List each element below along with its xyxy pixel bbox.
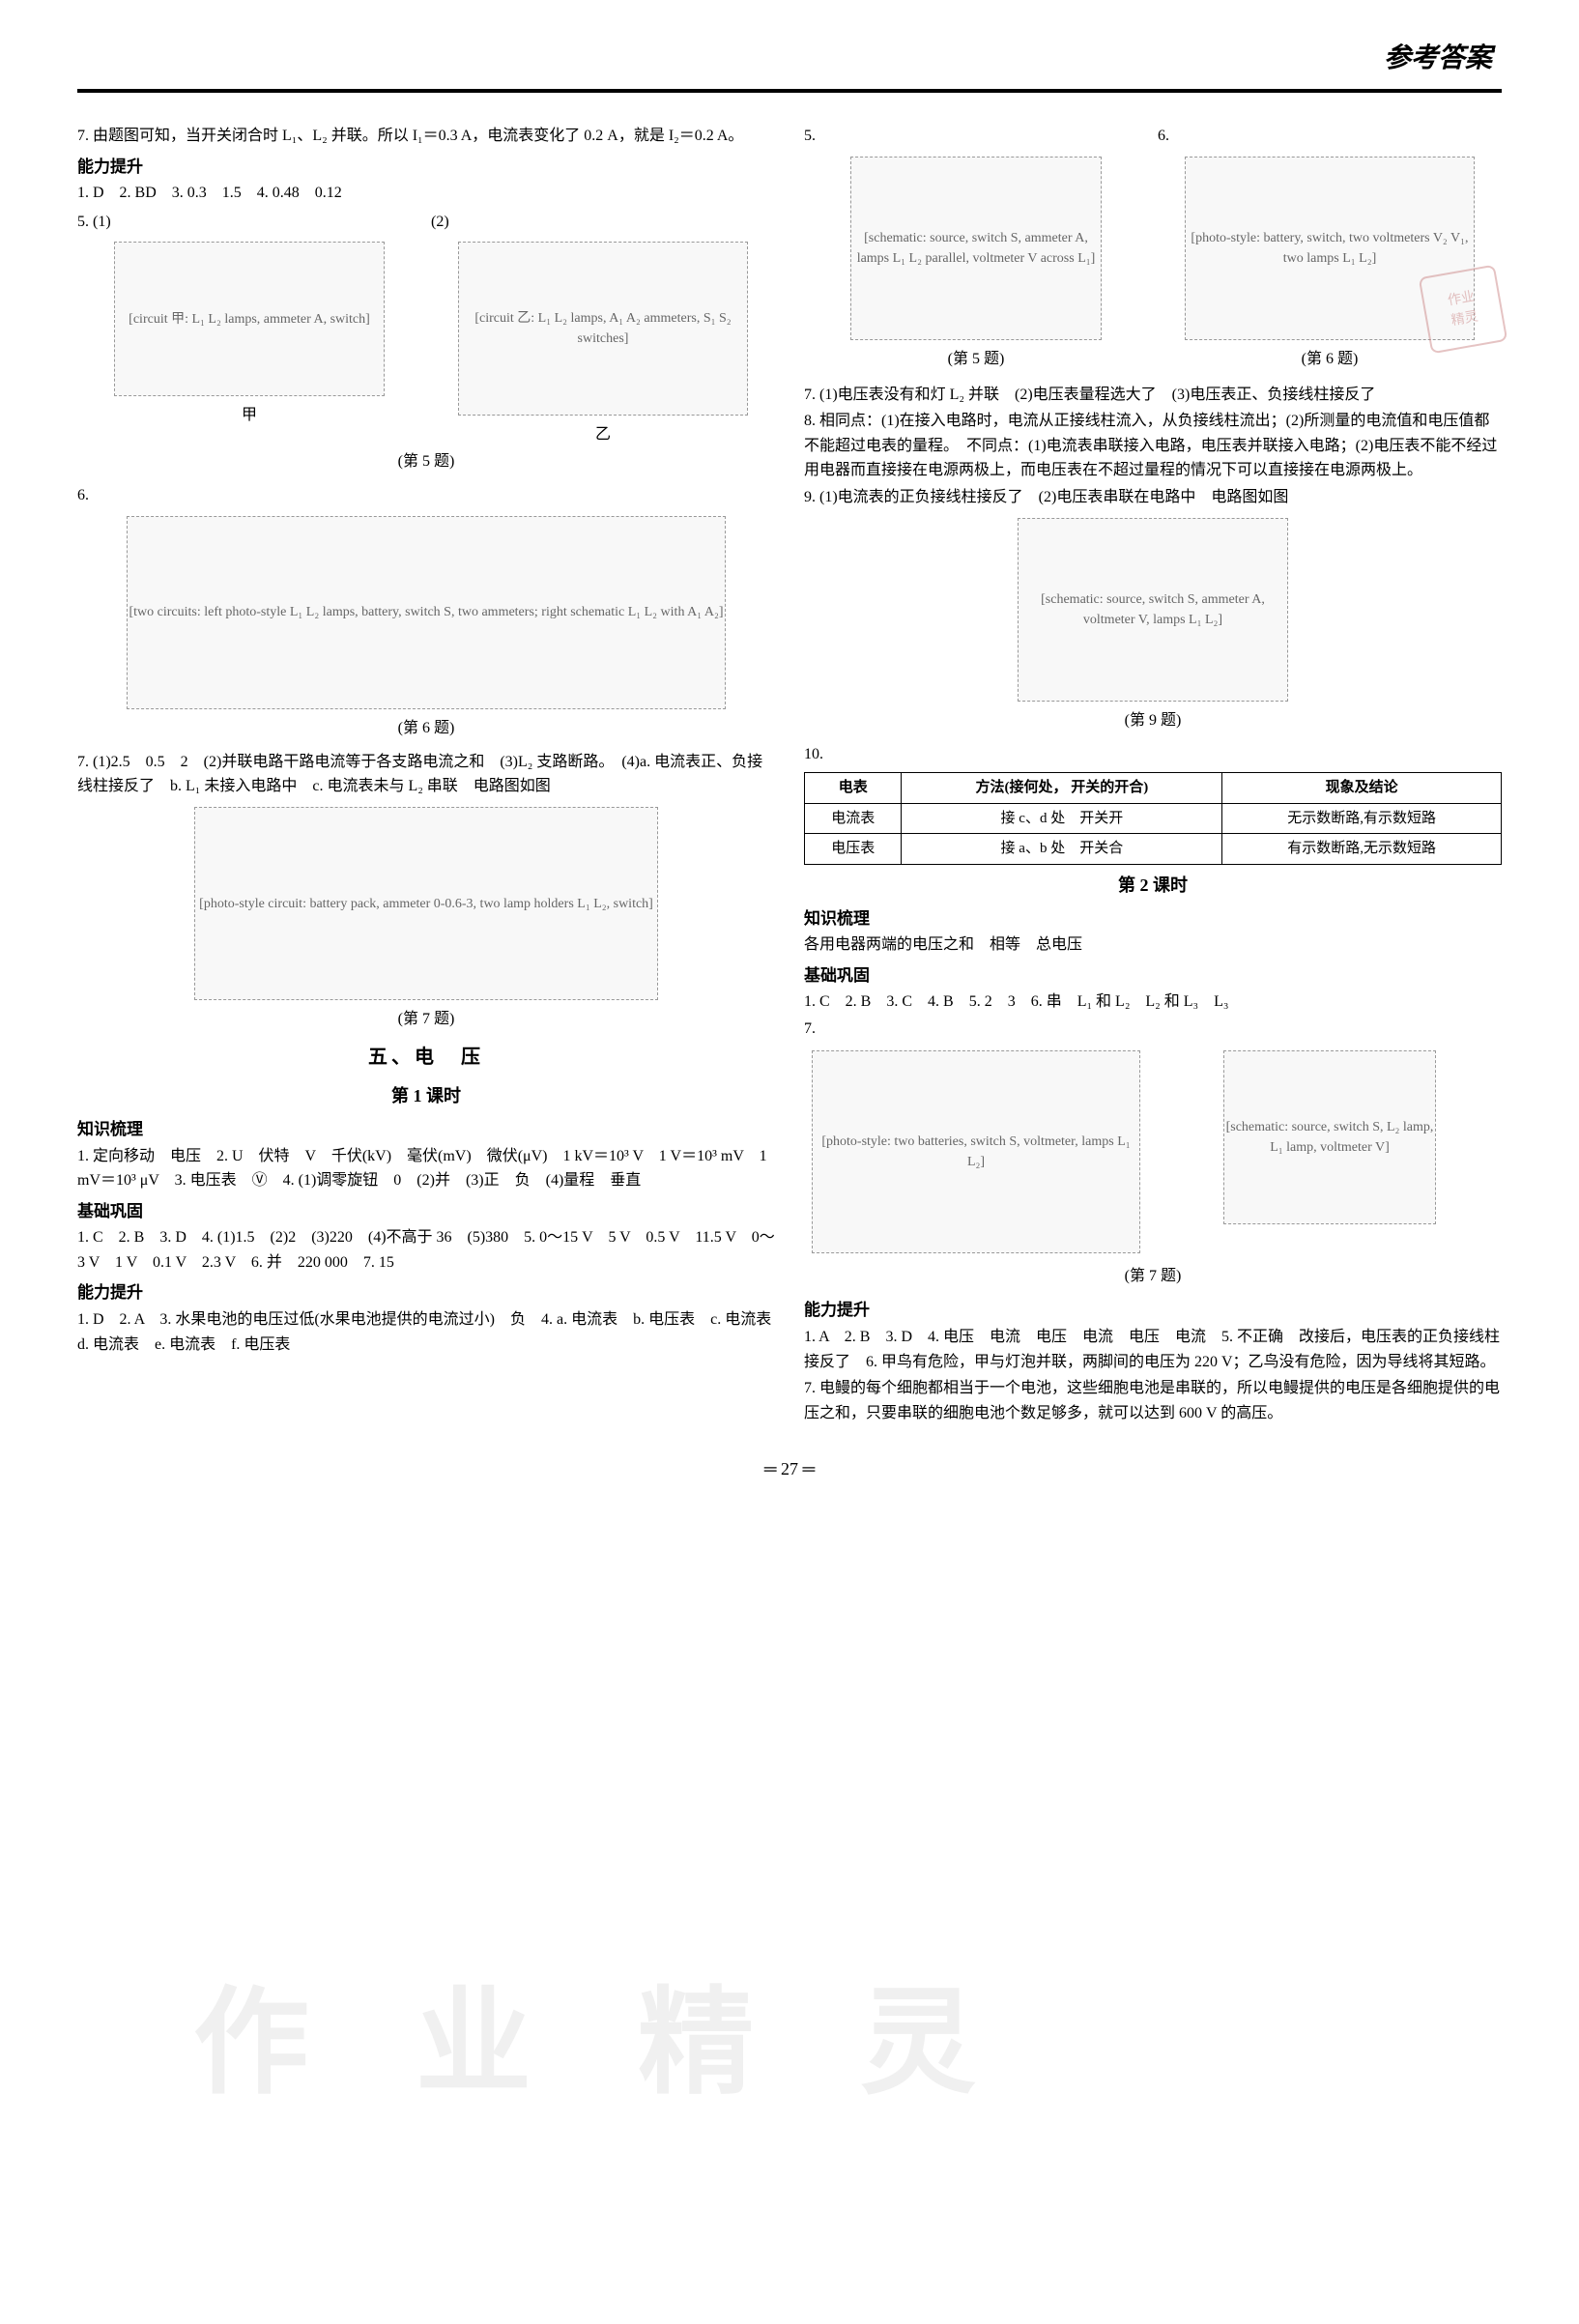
right-fig7-caption: (第 7 题): [804, 1265, 1502, 1288]
right-fig7-row: [photo-style: two batteries, switch S, v…: [804, 1043, 1502, 1261]
right-column: 5. [schematic: source, switch S, ammeter…: [804, 122, 1502, 1427]
lesson-2-title: 第 2 课时: [804, 873, 1502, 899]
table-cell: 接 c、d 处 开关开: [902, 803, 1222, 834]
left-ability-5-1: 5. (1): [77, 210, 421, 235]
fig5a-sublabel: 甲: [77, 404, 421, 427]
right-fig6-caption: (第 6 题): [1158, 348, 1502, 371]
right-q6-label: 6.: [1158, 124, 1502, 149]
left-fig5-caption: (第 5 题): [77, 450, 775, 473]
right-basic-content: 1. C 2. B 3. C 4. B 5. 2 3 6. 串 L₁ 和 L₂ …: [804, 990, 1502, 1015]
circuit-diagram-5b: [circuit 乙: L₁ L₂ lamps, A₁ A₂ ammeters,…: [458, 242, 748, 416]
circuit-diagram-6: [two circuits: left photo-style L₁ L₂ la…: [127, 516, 726, 709]
left-knowledge-title: 知识梳理: [77, 1117, 775, 1142]
left-fig7-caption: (第 7 题): [77, 1008, 775, 1031]
left-column: 7. 由题图可知，当开关闭合时 L₁、L₂ 并联。所以 I₁＝0.3 A，电流表…: [77, 122, 775, 1427]
page-num-value: 27: [781, 1459, 798, 1478]
circuit-diagram-7: [photo-style circuit: battery pack, amme…: [194, 807, 658, 1000]
circuit-diagram-r9: [schematic: source, switch S, ammeter A,…: [1018, 518, 1288, 702]
page-number: ═ 27 ═: [77, 1456, 1502, 1482]
table-header-2: 现象及结论: [1222, 773, 1502, 804]
right-ability-title: 能力提升: [804, 1298, 1502, 1323]
header-rule: [77, 89, 1502, 93]
right-q10-label: 10.: [804, 742, 1502, 767]
left-q7-top: 7. 由题图可知，当开关闭合时 L₁、L₂ 并联。所以 I₁＝0.3 A，电流表…: [77, 124, 775, 149]
right-q7b: 7. 电鳗的每个细胞都相当于一个电池，这些细胞电池是串联的，所以电鳗提供的电压是…: [804, 1376, 1502, 1425]
left-ability-title: 能力提升: [77, 155, 775, 180]
left-ability-answers: 1. D 2. BD 3. 0.3 1.5 4. 0.48 0.12: [77, 181, 775, 206]
left-q6-label: 6.: [77, 483, 775, 508]
table-cell: 无示数断路,有示数短路: [1222, 803, 1502, 834]
right-fig7b-wrap: [schematic: source, switch S, L₂ lamp, L…: [1158, 1043, 1502, 1261]
watermark-text: 作 业 精 灵: [193, 1957, 1015, 2131]
right-fig9-wrap: [schematic: source, switch S, ammeter A,…: [804, 518, 1502, 732]
right-knowledge-title: 知识梳理: [804, 906, 1502, 932]
right-fig5-wrap: 5. [schematic: source, switch S, ammeter…: [804, 122, 1148, 381]
circuit-diagram-r7b: [schematic: source, switch S, L₂ lamp, L…: [1223, 1050, 1436, 1224]
left-fig6-caption: (第 6 题): [77, 717, 775, 740]
left-basic-content: 1. C 2. B 3. D 4. (1)1.5 (2)2 (3)220 (4)…: [77, 1225, 775, 1275]
left-basic-title: 基础巩固: [77, 1199, 775, 1224]
left-ability2-content: 1. D 2. A 3. 水果电池的电压过低(水果电池提供的电流过小) 负 4.…: [77, 1307, 775, 1357]
table-header-row: 电表 方法(接何处， 开关的开合) 现象及结论: [805, 773, 1502, 804]
left-fig7-wrap: [photo-style circuit: battery pack, amme…: [77, 807, 775, 1031]
right-fig7a-wrap: [photo-style: two batteries, switch S, v…: [804, 1043, 1148, 1261]
table-cell: 电压表: [805, 834, 902, 865]
left-knowledge-content: 1. 定向移动 电压 2. U 伏特 V 千伏(kV) 毫伏(mV) 微伏(μV…: [77, 1144, 775, 1193]
fig5b-sublabel: 乙: [431, 423, 775, 446]
two-column-layout: 7. 由题图可知，当开关闭合时 L₁、L₂ 并联。所以 I₁＝0.3 A，电流表…: [77, 122, 1502, 1427]
left-fig5-row: 5. (1) [circuit 甲: L₁ L₂ lamps, ammeter …: [77, 208, 775, 447]
left-fig5b-wrap: (2) [circuit 乙: L₁ L₂ lamps, A₁ A₂ ammet…: [431, 208, 775, 447]
left-ability-5-2: (2): [431, 210, 775, 235]
page-num-deco-left: ═: [764, 1459, 781, 1478]
right-knowledge-content: 各用电器两端的电压之和 相等 总电压: [804, 932, 1502, 958]
stamp-line2: 精灵: [1450, 307, 1479, 332]
left-q7: 7. (1)2.5 0.5 2 (2)并联电路干路电流等于各支路电流之和 (3)…: [77, 750, 775, 799]
table-row: 电压表 接 a、b 处 开关合 有示数断路,无示数短路: [805, 834, 1502, 865]
table-cell: 接 a、b 处 开关合: [902, 834, 1222, 865]
right-basic-title: 基础巩固: [804, 963, 1502, 989]
right-fig-row-56: 5. [schematic: source, switch S, ammeter…: [804, 122, 1502, 381]
page-num-deco-right: ═: [803, 1459, 816, 1478]
table-cell: 电流表: [805, 803, 902, 834]
right-q8: 8. 相同点：(1)在接入电路时，电流从正接线柱流入，从负接线柱流出；(2)所测…: [804, 409, 1502, 483]
table-row: 电流表 接 c、d 处 开关开 无示数断路,有示数短路: [805, 803, 1502, 834]
left-fig5a-wrap: 5. (1) [circuit 甲: L₁ L₂ lamps, ammeter …: [77, 208, 421, 447]
right-fig5-caption: (第 5 题): [804, 348, 1148, 371]
table-header-0: 电表: [805, 773, 902, 804]
left-ability2-title: 能力提升: [77, 1280, 775, 1305]
right-q9: 9. (1)电流表的正负接线柱接反了 (2)电压表串联在电路中 电路图如图: [804, 485, 1502, 510]
right-q5-label: 5.: [804, 124, 1148, 149]
right-q7: 7. (1)电压表没有和灯 L₂ 并联 (2)电压表量程选大了 (3)电压表正、…: [804, 383, 1502, 408]
lesson-1-title: 第 1 课时: [77, 1083, 775, 1109]
circuit-diagram-r7a: [photo-style: two batteries, switch S, v…: [812, 1050, 1140, 1253]
left-fig6-wrap: [two circuits: left photo-style L₁ L₂ la…: [77, 516, 775, 740]
q10-table: 电表 方法(接何处， 开关的开合) 现象及结论 电流表 接 c、d 处 开关开 …: [804, 772, 1502, 865]
circuit-diagram-r5: [schematic: source, switch S, ammeter A,…: [850, 157, 1102, 340]
right-q7r-label: 7.: [804, 1017, 1502, 1042]
right-ability-content: 1. A 2. B 3. D 4. 电压 电流 电压 电流 电压 电流 5. 不…: [804, 1325, 1502, 1374]
circuit-diagram-5a: [circuit 甲: L₁ L₂ lamps, ammeter A, swit…: [114, 242, 385, 396]
section-5-title: 五、电 压: [77, 1043, 775, 1072]
stamp-badge: 作业 精灵: [1419, 265, 1508, 355]
page-header-title: 参考答案: [77, 39, 1502, 79]
table-header-1: 方法(接何处， 开关的开合): [902, 773, 1222, 804]
right-fig9-caption: (第 9 题): [804, 709, 1502, 732]
table-cell: 有示数断路,无示数短路: [1222, 834, 1502, 865]
